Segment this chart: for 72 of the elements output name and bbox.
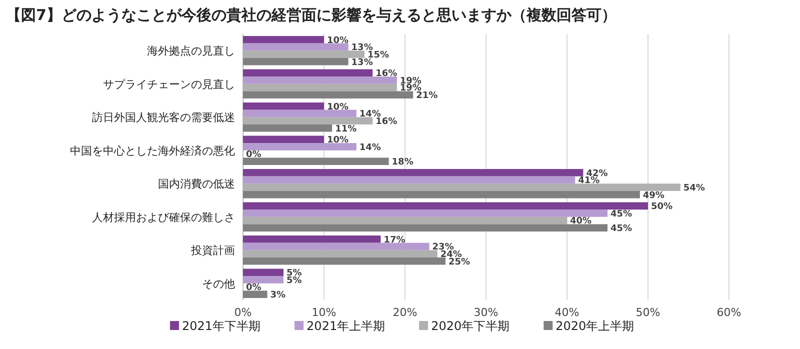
data-label: 49% bbox=[642, 190, 664, 201]
x-tick-label: 50% bbox=[636, 306, 660, 319]
bar bbox=[243, 190, 640, 198]
data-label: 11% bbox=[335, 124, 357, 134]
data-label: 14% bbox=[359, 142, 381, 153]
y-tick-label: サプライチェーンの見直し bbox=[103, 78, 235, 91]
bar bbox=[243, 136, 324, 144]
bar bbox=[243, 216, 567, 224]
bar bbox=[243, 84, 397, 92]
data-label: 25% bbox=[448, 257, 470, 268]
bar bbox=[243, 36, 324, 44]
data-label: 18% bbox=[392, 158, 414, 168]
legend-label: 2021年上半期 bbox=[306, 319, 386, 333]
bar bbox=[243, 176, 576, 184]
data-label: 45% bbox=[610, 224, 632, 234]
bar bbox=[243, 276, 284, 284]
data-label: 10% bbox=[327, 36, 349, 46]
bar bbox=[243, 110, 356, 118]
data-label: 16% bbox=[376, 116, 398, 127]
bar bbox=[243, 169, 584, 176]
data-label: 45% bbox=[610, 209, 632, 220]
data-label: 10% bbox=[327, 136, 349, 146]
data-label: 17% bbox=[384, 235, 406, 246]
y-tick-label: 国内消費の低迷 bbox=[158, 178, 235, 191]
legend-label: 2021年下半期 bbox=[182, 319, 261, 333]
bar bbox=[243, 158, 389, 165]
bar bbox=[243, 257, 446, 265]
bar bbox=[243, 236, 381, 243]
y-tick-label: 訪日外国人観光客の需要低迷 bbox=[92, 111, 235, 124]
bar bbox=[243, 224, 608, 232]
bar bbox=[243, 76, 397, 84]
data-label: 0% bbox=[246, 150, 262, 160]
chart-title: 【図7】どのようなことが今後の貴社の経営面に影響を与えると思いますか（複数回答可） bbox=[6, 6, 616, 24]
bar bbox=[243, 210, 608, 217]
data-label: 21% bbox=[416, 91, 438, 102]
x-tick-label: 60% bbox=[716, 306, 742, 319]
data-label: 0% bbox=[246, 283, 262, 294]
y-tick-label: 投資計画 bbox=[190, 244, 235, 258]
y-tick-label: 人材採用および確保の難しさ bbox=[92, 210, 235, 224]
bar bbox=[243, 202, 648, 210]
data-label: 16% bbox=[376, 69, 398, 80]
x-tick-label: 20% bbox=[392, 306, 418, 319]
bar bbox=[243, 184, 680, 191]
bar bbox=[243, 143, 356, 150]
bar bbox=[243, 58, 348, 66]
x-tick-label: 30% bbox=[474, 306, 498, 319]
bar bbox=[243, 91, 414, 98]
x-tick-label: 10% bbox=[312, 306, 336, 319]
bar bbox=[243, 124, 332, 132]
x-tick-label: 40% bbox=[554, 306, 580, 319]
bar bbox=[243, 268, 284, 276]
bar bbox=[243, 50, 364, 58]
bar bbox=[243, 69, 373, 77]
data-label: 41% bbox=[578, 176, 600, 186]
bar bbox=[243, 43, 348, 51]
y-tick-label: その他 bbox=[202, 277, 235, 290]
data-label: 13% bbox=[351, 58, 373, 68]
data-label: 3% bbox=[270, 290, 286, 301]
bar bbox=[243, 250, 438, 258]
bar bbox=[243, 290, 268, 298]
data-label: 40% bbox=[570, 216, 592, 227]
legend-label: 2020年上半期 bbox=[556, 319, 634, 333]
x-tick-label: 0% bbox=[234, 306, 252, 319]
data-label: 10% bbox=[327, 102, 349, 112]
data-label: 54% bbox=[683, 183, 705, 194]
bar bbox=[243, 117, 373, 124]
y-tick-label: 海外拠点の見直し bbox=[147, 44, 235, 58]
bar bbox=[243, 102, 324, 110]
bar bbox=[243, 242, 430, 250]
y-tick-label: 中国を中心とした海外経済の悪化 bbox=[70, 144, 235, 158]
data-label: 50% bbox=[651, 202, 673, 212]
legend-label: 2020年下半期 bbox=[431, 319, 510, 333]
